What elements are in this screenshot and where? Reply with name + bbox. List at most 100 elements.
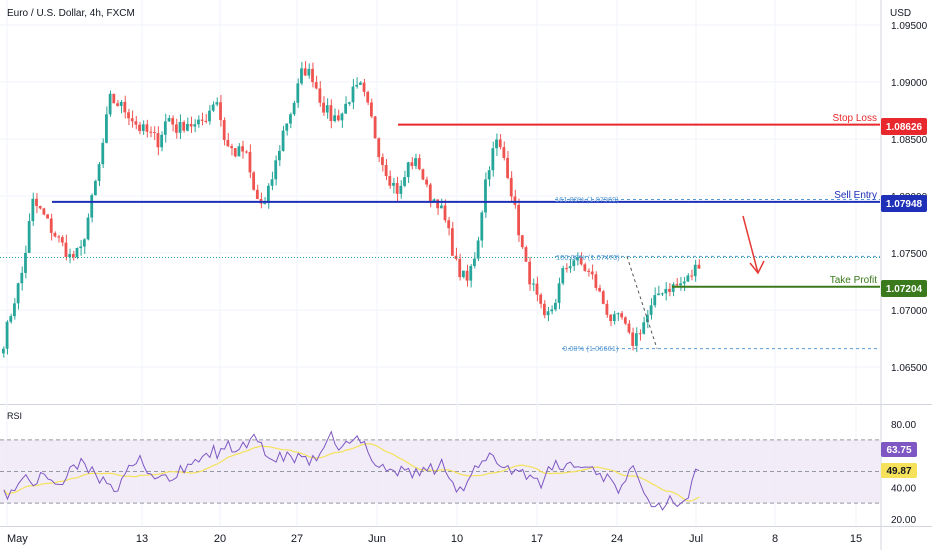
take-profit-label: Take Profit (830, 275, 877, 286)
candle-body (542, 303, 546, 316)
candle-body (601, 291, 605, 304)
candle-body (487, 170, 491, 180)
rsi-value-badge (881, 442, 917, 457)
time-tick-label: 10 (451, 533, 463, 545)
candle-body (539, 294, 543, 304)
candle-body (248, 151, 252, 173)
candle-body (465, 270, 469, 281)
rsi-ma-value-badge (881, 463, 917, 478)
sell-entry-label: Sell Entry (834, 190, 877, 201)
price-tick-label: 1.07500 (891, 249, 928, 260)
candle-body (554, 302, 557, 310)
candle-body (325, 105, 329, 113)
candle-body (53, 232, 57, 237)
candle-body (186, 124, 189, 131)
candle-body (432, 199, 436, 203)
candle-body (189, 124, 193, 127)
candle-body (141, 124, 145, 131)
candle-body (668, 288, 671, 292)
candle-body (130, 118, 134, 122)
candle-body (13, 303, 16, 317)
candle-body (616, 313, 620, 315)
candle-body (642, 322, 646, 334)
candle-body (576, 256, 579, 261)
candle-body (255, 189, 259, 200)
candle-body (211, 104, 215, 111)
candle-body (631, 332, 635, 346)
candle-body (311, 68, 314, 83)
candle-body (167, 118, 171, 122)
candle-body (333, 115, 336, 122)
candle-body (462, 270, 465, 278)
time-tick-label: 17 (531, 533, 543, 545)
stop-loss-label: Stop Loss (833, 113, 877, 124)
candle-body (336, 115, 340, 121)
sell-entry-price: 1.07948 (886, 199, 923, 210)
price-tick-label: 1.07000 (891, 306, 928, 317)
candle-body (646, 314, 649, 323)
candle-body (495, 139, 498, 149)
candle-body (509, 177, 513, 197)
candle-body (598, 287, 601, 292)
candle-body (428, 184, 432, 203)
candle-body (693, 264, 697, 277)
candle-body (274, 160, 278, 180)
candle-body (557, 283, 561, 303)
candle-body (145, 124, 149, 132)
candle-body (436, 199, 440, 209)
candle-body (182, 122, 186, 131)
candle-body (620, 313, 624, 318)
candle-body (31, 198, 35, 222)
candle-body (498, 139, 502, 148)
candle-body (491, 148, 495, 171)
candle-body (513, 196, 517, 205)
fib-0-label: 0.00% (1.06661) (563, 344, 619, 353)
time-tick-label: 24 (611, 533, 623, 545)
candle-body (270, 179, 274, 186)
candle-body (450, 228, 454, 256)
candle-body (366, 91, 370, 103)
candle-body (531, 283, 535, 285)
fibonacci-retracement[interactable] (555, 199, 880, 350)
rsi-series (3, 430, 700, 511)
time-tick-label: 20 (214, 533, 226, 545)
candle-body (609, 314, 612, 322)
candle-body (627, 323, 631, 333)
candle-body (292, 102, 296, 115)
candle-body (200, 119, 204, 121)
candle-body (20, 272, 24, 284)
candle-body (244, 151, 248, 153)
candle-body (266, 185, 270, 204)
trade-levels[interactable] (52, 123, 880, 288)
candle-body (71, 254, 75, 258)
candle-body (112, 93, 116, 104)
candle-body (2, 348, 5, 354)
candle-body (64, 242, 68, 258)
stop-loss-price: 1.08626 (886, 122, 923, 133)
candle-body (403, 177, 406, 186)
candle-body (572, 260, 576, 267)
candle-body (322, 102, 325, 113)
candle-body (362, 82, 366, 92)
candle-body (476, 240, 480, 259)
candle-body (473, 258, 476, 267)
candle-body (193, 124, 197, 127)
rsi-title: RSI (7, 411, 22, 421)
candle-body (502, 147, 506, 158)
candle-body (314, 82, 318, 89)
candle-body (561, 268, 565, 284)
candle-body (300, 68, 303, 84)
candle-body (484, 179, 487, 213)
candle-body (24, 252, 27, 273)
candle-body (156, 133, 160, 148)
candle-body (97, 164, 101, 181)
candle-body (307, 68, 311, 76)
candle-body (550, 309, 554, 312)
candle-body (421, 169, 425, 180)
candle-body (296, 83, 300, 103)
candle-body (384, 164, 388, 177)
candle-body (252, 172, 256, 190)
candle-body (414, 158, 417, 167)
candle-body (392, 182, 395, 186)
